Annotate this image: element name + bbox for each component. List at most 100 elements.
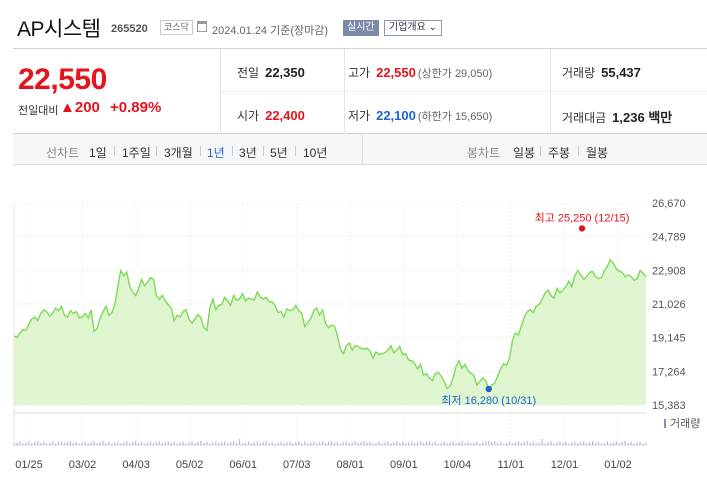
volume-bar	[461, 441, 463, 445]
tab-1w[interactable]: 1주일	[122, 146, 151, 160]
amount-value: 1,236 백만	[612, 110, 673, 125]
volume-bar	[289, 441, 291, 445]
volume-bar	[232, 441, 235, 445]
volume-bar	[532, 441, 534, 445]
volume-bar	[96, 443, 98, 445]
y-tick-label: 15,383	[652, 400, 686, 412]
stock-name: AP시스템	[17, 18, 101, 41]
volume-bar	[108, 441, 110, 445]
volume-bar	[66, 442, 69, 445]
volume-bar	[256, 441, 258, 445]
y-tick-label: 19,145	[652, 333, 686, 345]
volume-bar	[437, 443, 439, 445]
volume-bar	[301, 442, 303, 445]
volume-bar	[357, 443, 359, 445]
volume-bar	[117, 441, 119, 445]
x-tick-label: 07/03	[283, 459, 311, 471]
volume-bar	[49, 442, 51, 445]
volume-bar	[129, 443, 131, 445]
price-chart[interactable]: 26,670 24,789 22,908 21,026 19,145 17,264 15,3…	[0, 165, 707, 498]
volume-bar	[274, 443, 276, 445]
tab-3y[interactable]: 3년	[239, 146, 257, 160]
volume-bar	[378, 441, 380, 445]
volume-bar	[351, 442, 353, 445]
volume-bar	[333, 442, 336, 445]
volume-bar	[310, 442, 312, 445]
volume-bar	[215, 441, 217, 445]
volume-bar	[167, 441, 169, 445]
volume-bar	[149, 441, 152, 445]
volume-bar	[514, 442, 517, 445]
tab-weekly[interactable]: 주봉	[548, 146, 571, 160]
volume-bar	[182, 441, 184, 445]
volume-bar	[571, 442, 573, 445]
volume-bar	[123, 442, 125, 445]
volume-bar	[81, 442, 83, 445]
x-tick-label: 09/01	[390, 459, 418, 471]
volume-bar	[265, 441, 267, 445]
volume-bar	[541, 439, 543, 445]
volume-bar	[609, 443, 611, 445]
tab-10y[interactable]: 10년	[303, 146, 328, 160]
volume-bar	[553, 443, 555, 445]
volume-bar	[51, 441, 54, 445]
high-value: 22,550	[376, 65, 416, 80]
volume-bar	[84, 441, 86, 445]
volume-bar	[304, 441, 306, 445]
volume-bar	[603, 442, 606, 445]
tab-3m[interactable]: 3개월	[164, 146, 193, 160]
volume-bar	[22, 443, 24, 445]
volume-bar	[345, 441, 347, 445]
volume-bar	[93, 441, 95, 445]
volume-bar	[280, 441, 282, 445]
volume-bar	[416, 442, 419, 445]
volume-bar	[37, 441, 39, 445]
tab-5y[interactable]: 5년	[270, 146, 288, 160]
volume-bar	[194, 443, 196, 445]
volume-bar	[111, 443, 113, 445]
tab-1y[interactable]: 1년	[207, 146, 225, 160]
volume-bar	[624, 441, 626, 445]
volume-bar	[562, 442, 564, 445]
volume-bar	[556, 442, 558, 445]
high-cell: 고가 22,550 (상한가 29,050)	[348, 64, 492, 81]
tab-separator	[200, 146, 201, 156]
volume-bar	[419, 441, 422, 445]
volume-bar	[203, 442, 205, 445]
volume-bar	[43, 441, 45, 445]
volume-bar	[479, 443, 481, 445]
volume-bar	[295, 442, 297, 445]
volume-bar	[161, 443, 163, 445]
volume-bar	[224, 441, 226, 445]
volume-bar	[146, 442, 149, 445]
volume-bar	[502, 443, 505, 445]
volume-bar	[57, 442, 60, 445]
volume-bar	[526, 441, 528, 445]
volume-bar	[298, 441, 300, 445]
volume-bar	[464, 442, 466, 445]
volume-bar	[132, 442, 134, 445]
tab-monthly[interactable]: 월봉	[586, 146, 609, 160]
volume-bar	[191, 441, 193, 445]
volume-bar	[360, 442, 362, 445]
volume-bar	[221, 442, 223, 445]
volume-bar	[568, 443, 570, 445]
volume-bar	[170, 442, 172, 445]
volume-bar	[253, 442, 255, 445]
realtime-button[interactable]: 실시간	[343, 20, 379, 36]
volume-bar	[143, 443, 146, 445]
tab-daily[interactable]: 일봉	[513, 146, 536, 160]
tab-1d[interactable]: 1일	[89, 146, 107, 160]
volume-bar	[120, 443, 122, 445]
volume-bar	[176, 443, 178, 445]
volume-bar	[517, 441, 520, 445]
volume-bar	[387, 441, 389, 445]
company-overview-button[interactable]: 기업개요 ⌄	[384, 20, 442, 36]
volume-bar	[283, 443, 285, 445]
volume-bar	[63, 443, 66, 445]
volume-bar	[633, 443, 635, 445]
tab-separator	[295, 146, 296, 156]
low-cell: 저가 22,100 (하한가 15,650)	[348, 107, 492, 124]
price-summary: 22,550 전일대비 ▲200 +0.89% 전일 22,350 고가 22,55…	[13, 48, 707, 134]
volume-bar	[443, 441, 445, 445]
